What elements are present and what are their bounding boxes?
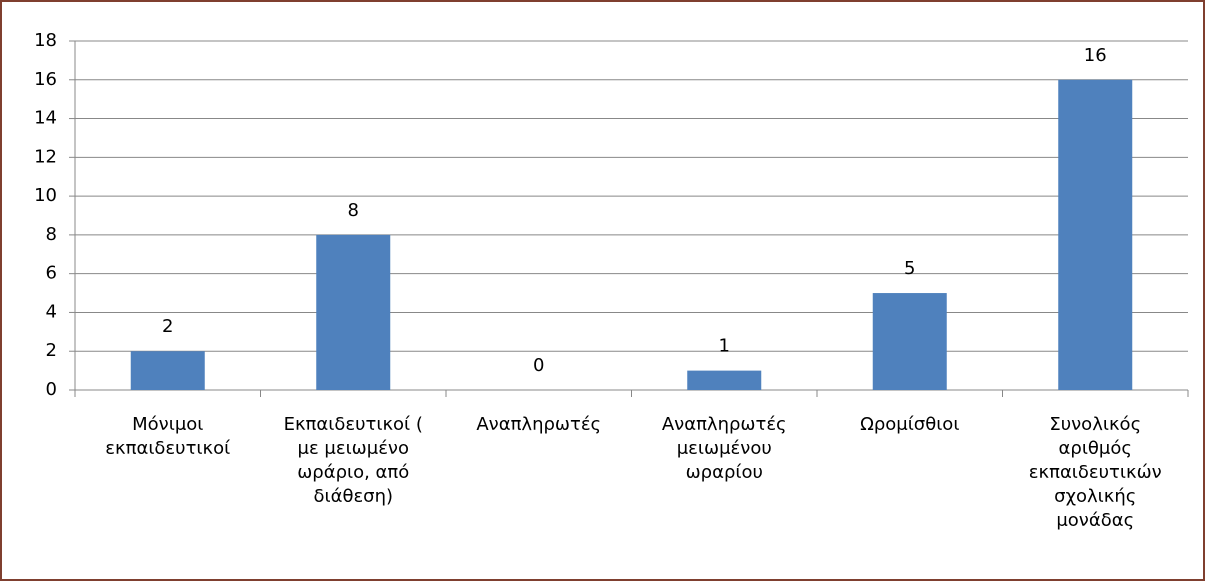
- data-label: 8: [348, 200, 359, 221]
- x-tick-label: Μόνιμοι εκπαιδευτικοί: [105, 414, 230, 459]
- y-tick-label: 10: [34, 185, 57, 206]
- data-label: 5: [904, 258, 915, 279]
- y-tick-label: 6: [46, 263, 57, 284]
- data-label: 16: [1084, 45, 1107, 66]
- y-tick-label: 8: [46, 224, 57, 245]
- x-tick-label: Αναπληρωτές μειωμένου ωραρίου: [662, 414, 787, 483]
- bar: [687, 370, 762, 390]
- bar: [872, 293, 947, 390]
- y-tick-label: 2: [46, 340, 57, 361]
- x-tick-label: Εκπαιδευτικοί (με μειωμένο ωράριο, από διά…: [284, 414, 423, 507]
- x-tick-label: Συνολικός αριθμός εκπαιδευτικών σχολικής μον…: [1029, 414, 1162, 531]
- y-tick-label: 4: [46, 301, 57, 322]
- data-label: 2: [162, 316, 173, 337]
- data-label: 0: [533, 355, 544, 376]
- y-tick-label: 16: [34, 69, 57, 90]
- x-tick-label: Ωρομίσθιοι: [860, 414, 959, 435]
- y-tick-label: 14: [34, 108, 57, 129]
- x-tick-label: Αναπληρωτές: [476, 414, 601, 435]
- y-tick-label: 12: [34, 146, 57, 167]
- bar: [1058, 79, 1133, 391]
- data-label: 1: [719, 336, 730, 357]
- y-tick-label: 18: [34, 30, 57, 51]
- bar: [130, 351, 205, 390]
- bar: [316, 234, 391, 390]
- y-tick-label: 0: [46, 379, 57, 400]
